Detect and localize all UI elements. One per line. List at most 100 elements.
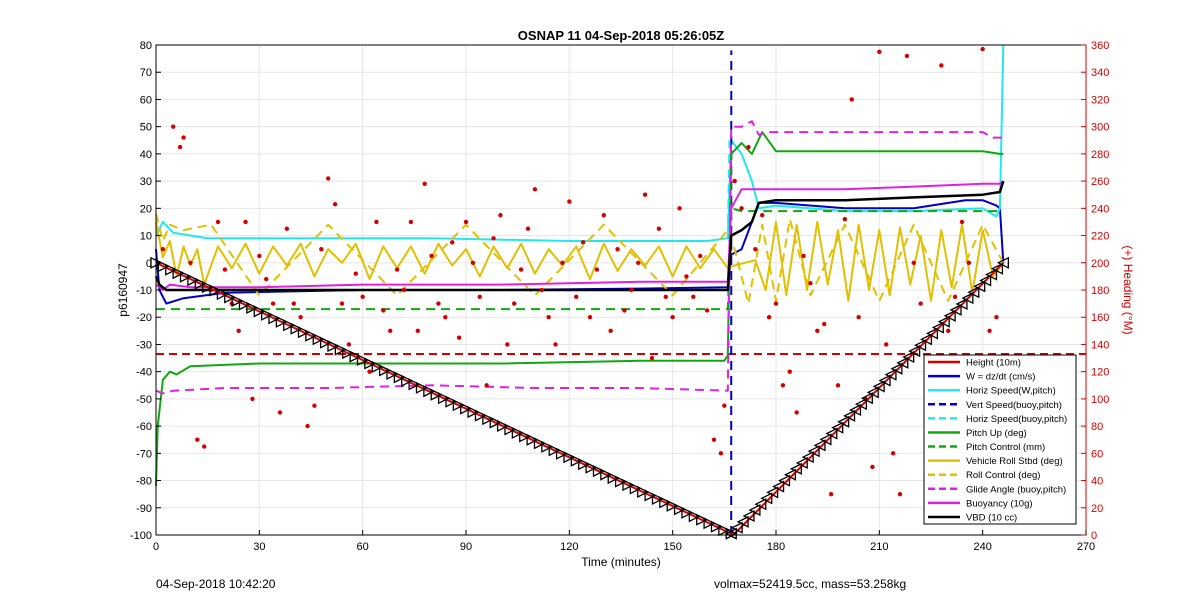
heading-point: [160, 246, 166, 252]
heading-point: [698, 253, 703, 259]
height-marker: [925, 327, 938, 340]
heading-point: [904, 53, 910, 59]
height-marker: [430, 388, 443, 401]
height-marker: [760, 492, 773, 505]
height-marker: [985, 268, 998, 281]
heading-point: [353, 271, 358, 276]
height-marker: [919, 333, 933, 346]
height-marker: [246, 301, 259, 314]
heading-point: [532, 187, 538, 192]
height-marker: [511, 426, 524, 439]
y2-tick-label: 220: [1091, 231, 1109, 243]
height-marker: [585, 461, 598, 474]
height-marker: [327, 340, 340, 353]
y2-tick-label: 60: [1091, 448, 1103, 460]
heading-point: [849, 97, 854, 102]
height-marker: [201, 281, 215, 294]
y2-tick-label: 0: [1091, 530, 1097, 542]
height-marker: [401, 374, 414, 387]
height-marker: [415, 381, 428, 394]
x-tick-label: 150: [663, 541, 681, 553]
heading-point: [594, 267, 600, 272]
y2-tick-label: 320: [1091, 94, 1109, 106]
series-glide-angle-buoy-pitch: [155, 120, 1004, 395]
heading-point: [408, 219, 414, 225]
height-marker: [736, 515, 749, 528]
y2-tick-label: 300: [1091, 122, 1109, 134]
height-marker: [437, 392, 451, 405]
y-tick-label: -50: [136, 394, 152, 406]
height-marker: [533, 437, 546, 450]
height-marker: [703, 517, 716, 530]
height-marker: [319, 336, 333, 349]
height-marker: [260, 308, 274, 321]
height-marker: [364, 357, 377, 370]
height-marker: [801, 451, 814, 464]
height-marker: [813, 439, 826, 452]
heading-point: [298, 315, 303, 320]
heading-point: [463, 219, 469, 225]
heading-point: [649, 355, 655, 361]
y2-tick-label: 120: [1091, 367, 1109, 379]
height-marker: [730, 521, 743, 534]
height-marker: [872, 380, 885, 393]
height-marker: [718, 524, 731, 537]
heading-point: [443, 315, 448, 320]
y2-tick-label: 280: [1091, 149, 1109, 161]
height-marker: [673, 503, 687, 516]
heading-point: [326, 176, 331, 181]
heading-point: [760, 212, 765, 218]
height-marker: [526, 433, 539, 446]
x-tick-label: 210: [870, 541, 888, 553]
heading-point: [429, 253, 434, 259]
heading-point: [601, 212, 606, 218]
height-marker: [961, 292, 974, 305]
y-tick-label: 60: [140, 94, 152, 106]
heading-point: [236, 328, 241, 334]
height-marker: [275, 315, 288, 328]
heading-point: [966, 260, 972, 265]
heading-point: [305, 423, 310, 429]
height-marker: [349, 350, 362, 363]
height-marker: [996, 256, 1009, 269]
heading-point: [939, 63, 944, 68]
y-tick-label: -100: [130, 530, 152, 542]
heading-point: [691, 294, 696, 300]
height-marker: [489, 416, 502, 429]
height-marker: [622, 478, 635, 492]
heading-point: [987, 328, 992, 334]
height-marker: [268, 312, 281, 325]
height-marker: [783, 468, 797, 481]
heading-point: [794, 410, 799, 415]
heading-point: [243, 219, 248, 225]
heading-point: [401, 287, 407, 293]
height-marker: [795, 456, 808, 470]
heading-point: [456, 335, 462, 340]
heading-point: [870, 464, 875, 470]
heading-point: [822, 321, 827, 327]
height-marker: [710, 520, 723, 533]
x-tick-label: 180: [767, 541, 785, 553]
y-tick-label: -90: [136, 503, 152, 515]
height-marker: [231, 294, 244, 308]
height-marker: [209, 284, 222, 297]
height-marker: [766, 486, 779, 499]
height-marker: [541, 440, 554, 453]
heading-point: [766, 315, 772, 320]
legend-entry: Roll Control (deg): [966, 470, 1040, 481]
height-marker: [216, 287, 229, 301]
series-horiz-speed-buoy-pitch: [726, 140, 731, 239]
heading-point: [918, 301, 923, 306]
footer-volmax-mass: volmax=52419.5cc, mass=53.258kg: [714, 577, 907, 591]
height-marker: [563, 451, 576, 464]
heading-point: [911, 260, 916, 265]
height-marker: [297, 326, 310, 339]
heading-point: [780, 383, 786, 388]
heading-point: [188, 260, 193, 265]
height-marker: [644, 489, 657, 502]
y-tick-label: -80: [136, 476, 152, 488]
legend-entry: Height (10m): [966, 358, 1021, 369]
heading-point: [505, 342, 510, 347]
heading-point: [642, 192, 648, 197]
height-marker: [967, 286, 980, 299]
